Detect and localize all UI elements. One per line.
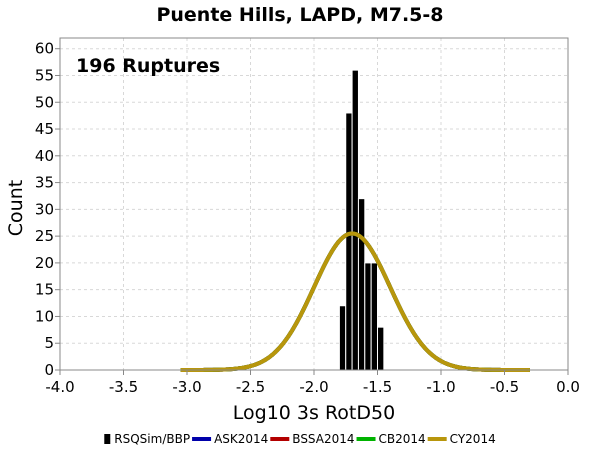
y-axis-ticks: 0 5 10 15 20 25 30 35 40 45 50 55 60 bbox=[35, 40, 60, 379]
histogram-bar bbox=[364, 262, 372, 371]
x-tick-label: -2.5 bbox=[236, 378, 265, 396]
legend: RSQSim/BBP ASK2014 BSSA2014 CB2014 CY2014 bbox=[104, 432, 496, 446]
y-tick-label: 0 bbox=[44, 361, 54, 379]
legend-label-ask2014: ASK2014 bbox=[214, 432, 268, 446]
x-tick-label: 0.0 bbox=[556, 378, 580, 396]
x-tick-label: -0.5 bbox=[490, 378, 519, 396]
histogram-bar bbox=[345, 112, 353, 371]
legend-label-cy2014: CY2014 bbox=[450, 432, 496, 446]
curve-cy2014 bbox=[180, 231, 531, 372]
x-tick-label: -2.0 bbox=[299, 378, 328, 396]
x-tick-label: -1.0 bbox=[426, 378, 455, 396]
grid bbox=[59, 38, 569, 371]
chart-title: Puente Hills, LAPD, M7.5-8 bbox=[156, 4, 443, 26]
histogram-bar bbox=[338, 305, 347, 371]
x-tick-label: -3.5 bbox=[109, 378, 138, 396]
y-tick-label: 45 bbox=[35, 120, 54, 138]
histogram-bar bbox=[357, 198, 366, 371]
x-axis-ticks: -4.0 -3.5 -3.0 -2.5 -2.0 -1.5 -1.0 -0.5 0.0 bbox=[45, 370, 580, 396]
y-tick-label: 60 bbox=[35, 40, 54, 58]
x-tick-label: -1.5 bbox=[363, 378, 392, 396]
legend-label-cb2014: CB2014 bbox=[379, 432, 426, 446]
y-tick-label: 5 bbox=[44, 334, 54, 352]
y-tick-label: 20 bbox=[35, 254, 54, 272]
histogram-bar bbox=[370, 262, 378, 371]
legend-swatch-rsqsim-bbp bbox=[104, 434, 111, 444]
histogram-bar bbox=[377, 326, 385, 371]
y-tick-label: 50 bbox=[35, 93, 54, 111]
y-tick-label: 10 bbox=[35, 307, 54, 325]
y-tick-label: 35 bbox=[35, 174, 54, 192]
y-tick-label: 30 bbox=[35, 200, 54, 218]
rupture-count-annotation: 196 Ruptures bbox=[76, 55, 220, 77]
histogram-bar bbox=[351, 69, 359, 371]
y-axis-label: Count bbox=[5, 180, 27, 236]
x-tick-label: -3.0 bbox=[172, 378, 201, 396]
y-tick-label: 15 bbox=[35, 281, 54, 299]
y-tick-label: 40 bbox=[35, 147, 54, 165]
legend-label-bssa2014: BSSA2014 bbox=[292, 432, 354, 446]
gmpe-curves bbox=[180, 231, 531, 372]
legend-label-rsqsim-bbp: RSQSim/BBP bbox=[114, 432, 190, 446]
x-axis-label: Log10 3s RotD50 bbox=[233, 402, 395, 424]
y-tick-label: 25 bbox=[35, 227, 54, 245]
x-tick-label: -4.0 bbox=[45, 378, 74, 396]
y-tick-label: 55 bbox=[35, 66, 54, 84]
